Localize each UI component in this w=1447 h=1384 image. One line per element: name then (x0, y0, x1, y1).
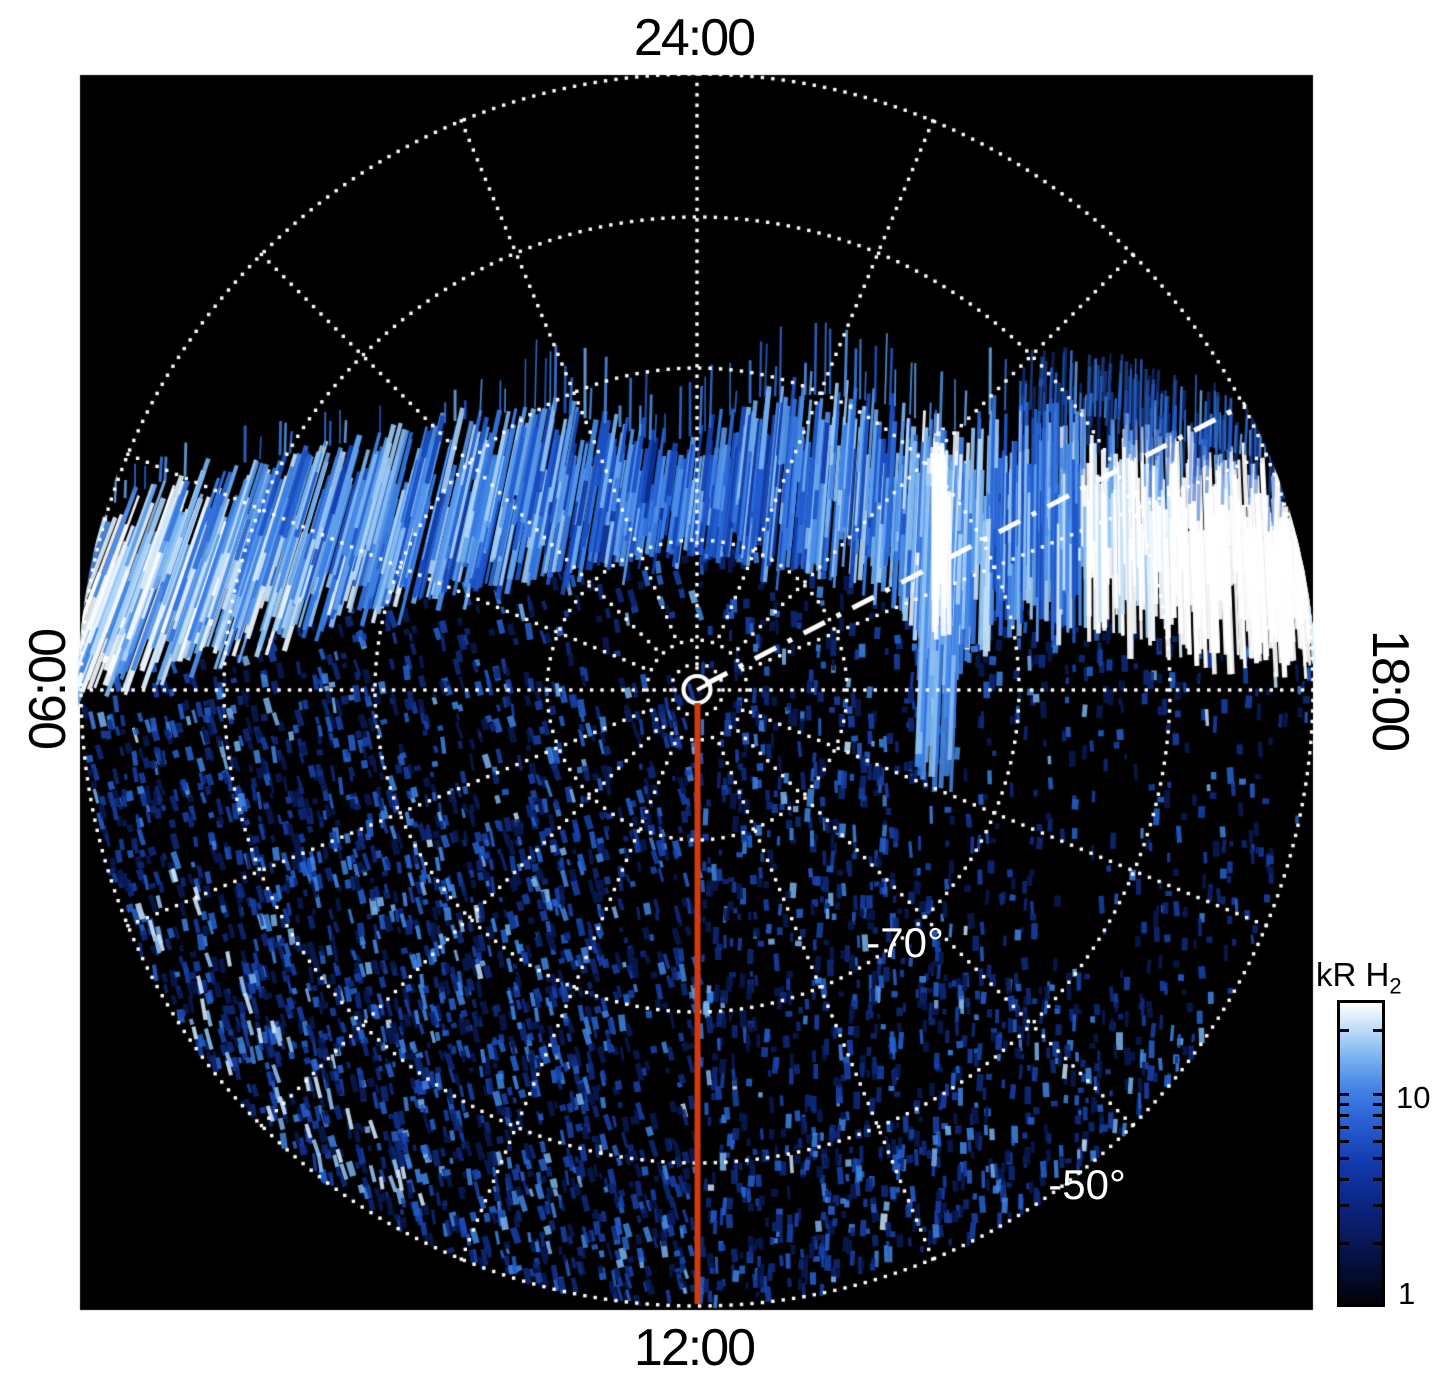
colorbar-tick-mark (1340, 1140, 1349, 1144)
clock-label-2400: 24:00 (633, 9, 756, 67)
clock-label-1800: 18:00 (1361, 629, 1419, 751)
latitude-label-minus70: -70° (866, 919, 944, 966)
colorbar-tick-mark (1373, 1093, 1382, 1097)
colorbar-tick-mark (1340, 1093, 1349, 1097)
latitude-label-minus50: -50° (1048, 1161, 1126, 1208)
colorbar-tick-mark (1373, 1157, 1382, 1161)
colorbar-tick-mark (1373, 1103, 1382, 1107)
colorbar-tick-mark (1373, 1126, 1382, 1130)
colorbar-tick-mark (1340, 1103, 1349, 1107)
colorbar-tick-mark (1373, 1029, 1382, 1033)
colorbar-tick-mark (1340, 1241, 1349, 1245)
colorbar-tick-mark (1373, 1204, 1382, 1208)
colorbar-tick-mark (1340, 1204, 1349, 1208)
colorbar-tick-mark (1373, 1113, 1382, 1117)
colorbar-tick-mark (1340, 1113, 1349, 1117)
colorbar-tick-mark (1373, 1177, 1382, 1181)
colorbar-tick-mark (1373, 1241, 1382, 1245)
colorbar-gradient (1337, 1000, 1385, 1307)
colorbar-title: kR H2 (1316, 956, 1402, 999)
clock-label-0600: 06:00 (19, 629, 77, 751)
clock-label-1200: 12:00 (633, 1319, 756, 1377)
colorbar-tick-mark (1373, 1140, 1382, 1144)
colorbar-tick-mark (1340, 1029, 1349, 1033)
colorbar-tick-label-1: 1 (1398, 1276, 1416, 1311)
colorbar-tick-mark (1340, 1126, 1349, 1130)
colorbar-tick-mark (1340, 1157, 1349, 1161)
colorbar-tick-mark (1340, 1177, 1349, 1181)
colorbar-tick-label-10: 10 (1396, 1080, 1431, 1115)
